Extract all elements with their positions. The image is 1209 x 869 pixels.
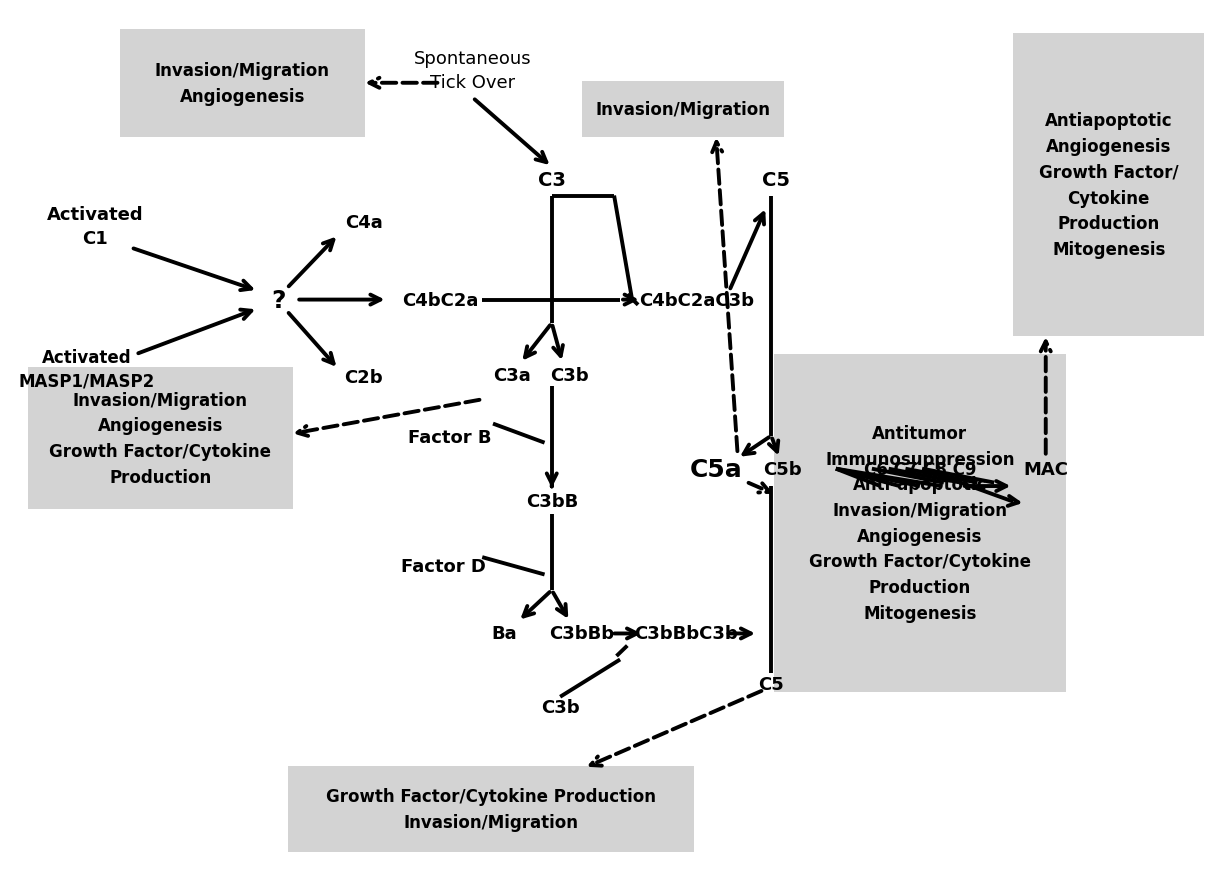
Text: Invasion/Migration: Invasion/Migration — [596, 101, 770, 119]
Text: C3b: C3b — [540, 699, 579, 716]
Text: C3bBbC3b: C3bBbC3b — [635, 625, 737, 643]
Text: Invasion/Migration
Angiogenesis
Growth Factor/Cytokine
Production: Invasion/Migration Angiogenesis Growth F… — [50, 391, 271, 487]
Text: C2b: C2b — [345, 368, 383, 387]
Text: C3: C3 — [538, 170, 566, 189]
Text: ?: ? — [271, 289, 285, 312]
FancyBboxPatch shape — [120, 30, 365, 137]
Text: C5: C5 — [762, 170, 789, 189]
Text: C4bC2aC3b: C4bC2aC3b — [640, 291, 754, 309]
Text: C5b: C5b — [763, 461, 802, 478]
Text: Growth Factor/Cytokine Production
Invasion/Migration: Growth Factor/Cytokine Production Invasi… — [326, 787, 656, 831]
Text: C3a: C3a — [493, 367, 531, 385]
FancyBboxPatch shape — [774, 355, 1066, 692]
Text: MAC: MAC — [1023, 461, 1069, 478]
Text: Activated
MASP1/MASP2: Activated MASP1/MASP2 — [18, 348, 155, 390]
FancyBboxPatch shape — [582, 82, 785, 137]
Text: C3bB: C3bB — [526, 492, 578, 510]
Text: Factor B: Factor B — [409, 428, 492, 446]
FancyBboxPatch shape — [1013, 34, 1204, 336]
Text: C4bC2a: C4bC2a — [403, 291, 479, 309]
Text: Invasion/Migration
Angiogenesis: Invasion/Migration Angiogenesis — [155, 62, 330, 105]
Text: C5: C5 — [758, 675, 785, 693]
Text: C3b: C3b — [550, 367, 589, 385]
Text: Antitumor
Immunosuppression
Anti-apoptotic
Invasion/Migration
Angiogenesis
Growt: Antitumor Immunosuppression Anti-apoptot… — [809, 424, 1031, 622]
Text: Spontaneous
Tick Over: Spontaneous Tick Over — [413, 50, 532, 91]
Text: Ba: Ba — [491, 625, 516, 643]
FancyBboxPatch shape — [288, 766, 694, 852]
Text: C3bBb: C3bBb — [549, 625, 614, 643]
Text: Factor D: Factor D — [401, 557, 486, 575]
Text: Antiapoptotic
Angiogenesis
Growth Factor/
Cytokine
Production
Mitogenesis: Antiapoptotic Angiogenesis Growth Factor… — [1039, 112, 1179, 259]
Text: Activated
C1: Activated C1 — [47, 206, 143, 248]
FancyBboxPatch shape — [28, 368, 293, 510]
Text: C5a: C5a — [689, 457, 742, 481]
Text: C4a: C4a — [345, 213, 382, 231]
Text: C6 C7 C8 C9: C6 C7 C8 C9 — [863, 461, 976, 478]
